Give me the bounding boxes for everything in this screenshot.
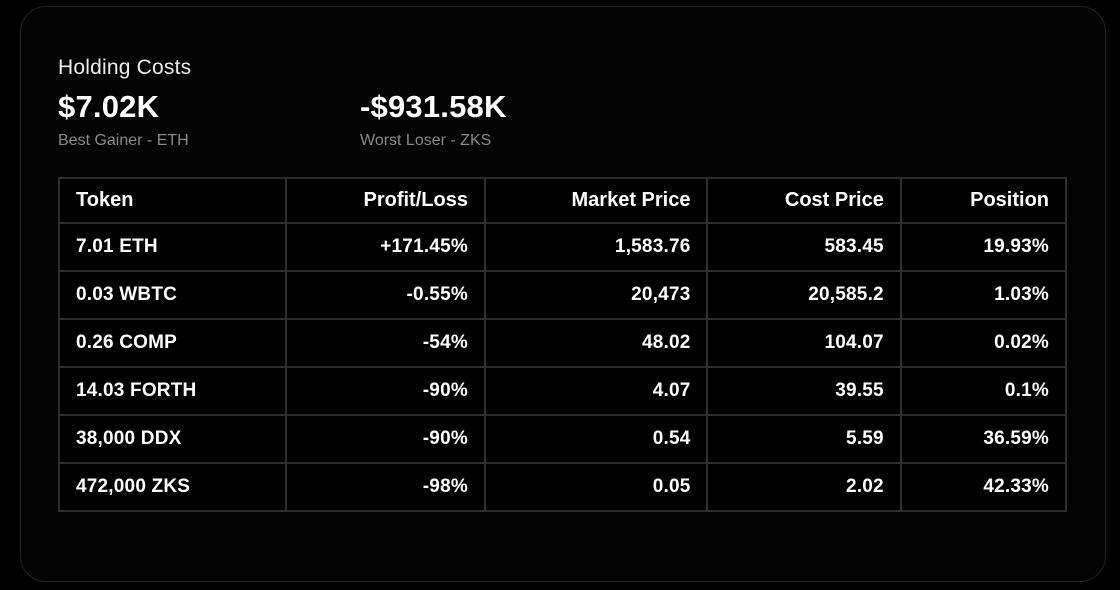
cell-market-price: 20,473 [483,270,709,320]
cell-cost-price: 104.07 [706,318,902,368]
cell-cost-price: 2.02 [706,462,902,512]
cell-profit-loss: -90% [284,414,486,464]
table-row: 7.01 ETH +171.45% 1,583.76 583.45 19.93% [58,222,1068,272]
cell-market-price: 1,583.76 [483,222,709,272]
cell-market-price: 48.02 [483,318,709,368]
cell-position: 36.59% [899,414,1068,464]
table-row: 0.26 COMP -54% 48.02 104.07 0.02% [58,318,1068,368]
table-row: 0.03 WBTC -0.55% 20,473 20,585.2 1.03% [58,270,1068,320]
holding-costs-card: Holding Costs $7.02K Best Gainer - ETH -… [20,6,1106,582]
cell-profit-loss: -54% [284,318,486,368]
table-row: 14.03 FORTH -90% 4.07 39.55 0.1% [58,366,1068,416]
table-row: 38,000 DDX -90% 0.54 5.59 36.59% [58,414,1068,464]
cell-token: 7.01 ETH [58,222,287,272]
cell-profit-loss: -90% [284,366,486,416]
cell-position: 1.03% [899,270,1068,320]
best-gainer-value: $7.02K [58,89,160,124]
stat-best-gainer: $7.02K Best Gainer - ETH [58,88,360,151]
cell-profit-loss: +171.45% [284,222,486,272]
col-header-market-price: Market Price [483,177,709,224]
cell-cost-price: 39.55 [706,366,902,416]
cell-profit-loss: -98% [284,462,486,512]
stats-row: $7.02K Best Gainer - ETH -$931.58K Worst… [58,88,1067,151]
cell-cost-price: 583.45 [706,222,902,272]
cell-market-price: 4.07 [483,366,709,416]
worst-loser-label: Worst Loser - ZKS [360,132,492,149]
cell-position: 42.33% [899,462,1068,512]
col-header-profit-loss: Profit/Loss [284,177,486,224]
col-header-token: Token [58,177,287,224]
table-row: 472,000 ZKS -98% 0.05 2.02 42.33% [58,462,1068,512]
cell-cost-price: 5.59 [706,414,902,464]
cell-token: 0.03 WBTC [58,270,287,320]
cell-token: 0.26 COMP [58,318,287,368]
cell-position: 0.1% [899,366,1068,416]
cell-token: 38,000 DDX [58,414,287,464]
worst-loser-value: -$931.58K [360,89,507,124]
cell-token: 472,000 ZKS [58,462,287,512]
cell-market-price: 0.54 [483,414,709,464]
best-gainer-label: Best Gainer - ETH [58,132,189,149]
cell-profit-loss: -0.55% [284,270,486,320]
cell-position: 0.02% [899,318,1068,368]
card-title: Holding Costs [58,56,192,79]
stat-worst-loser: -$931.58K Worst Loser - ZKS [360,88,662,151]
cell-cost-price: 20,585.2 [706,270,902,320]
cell-market-price: 0.05 [483,462,709,512]
cell-position: 19.93% [899,222,1068,272]
col-header-position: Position [899,177,1068,224]
holdings-table: Token Profit/Loss Market Price Cost Pric… [58,177,1068,512]
cell-token: 14.03 FORTH [58,366,287,416]
table-header-row: Token Profit/Loss Market Price Cost Pric… [58,177,1068,224]
col-header-cost-price: Cost Price [706,177,902,224]
